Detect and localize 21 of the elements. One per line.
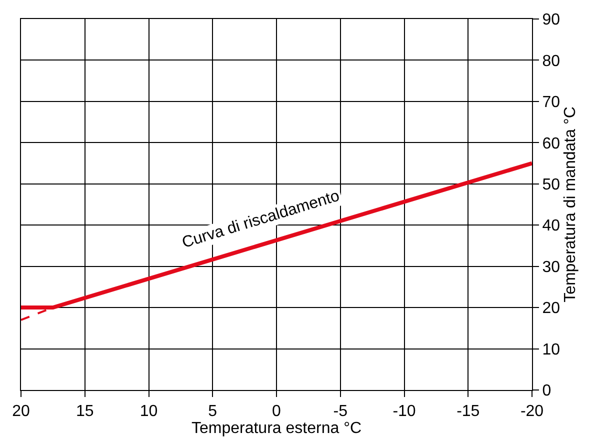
x-tick-label: -5 — [333, 403, 348, 420]
y-tick-label: 70 — [542, 94, 560, 112]
x-tick-label: 20 — [12, 403, 30, 420]
y-tick-label: 30 — [542, 258, 560, 276]
x-tick-label: 0 — [272, 403, 282, 420]
x-tick-label: 5 — [208, 403, 218, 420]
y-tick-label: 50 — [542, 176, 560, 194]
x-tick-label: -10 — [392, 403, 416, 420]
y-tick-label: 90 — [542, 12, 560, 29]
x-axis-title: Temperatura esterna °C — [191, 420, 362, 438]
y-tick-label: 0 — [542, 382, 552, 400]
y-tick-label: 40 — [542, 218, 560, 235]
y-tick-label: 20 — [542, 300, 560, 318]
x-tick-label: 15 — [76, 403, 94, 420]
x-tick-label: -15 — [456, 403, 480, 420]
y-axis-title: Temperatura di mandata °C — [562, 106, 579, 302]
y-tick-label: 80 — [542, 52, 560, 70]
y-tick-label: 60 — [542, 135, 560, 152]
y-tick-label: 10 — [542, 341, 560, 358]
x-tick-label: 10 — [140, 403, 158, 420]
x-tick-label: -20 — [520, 403, 544, 420]
